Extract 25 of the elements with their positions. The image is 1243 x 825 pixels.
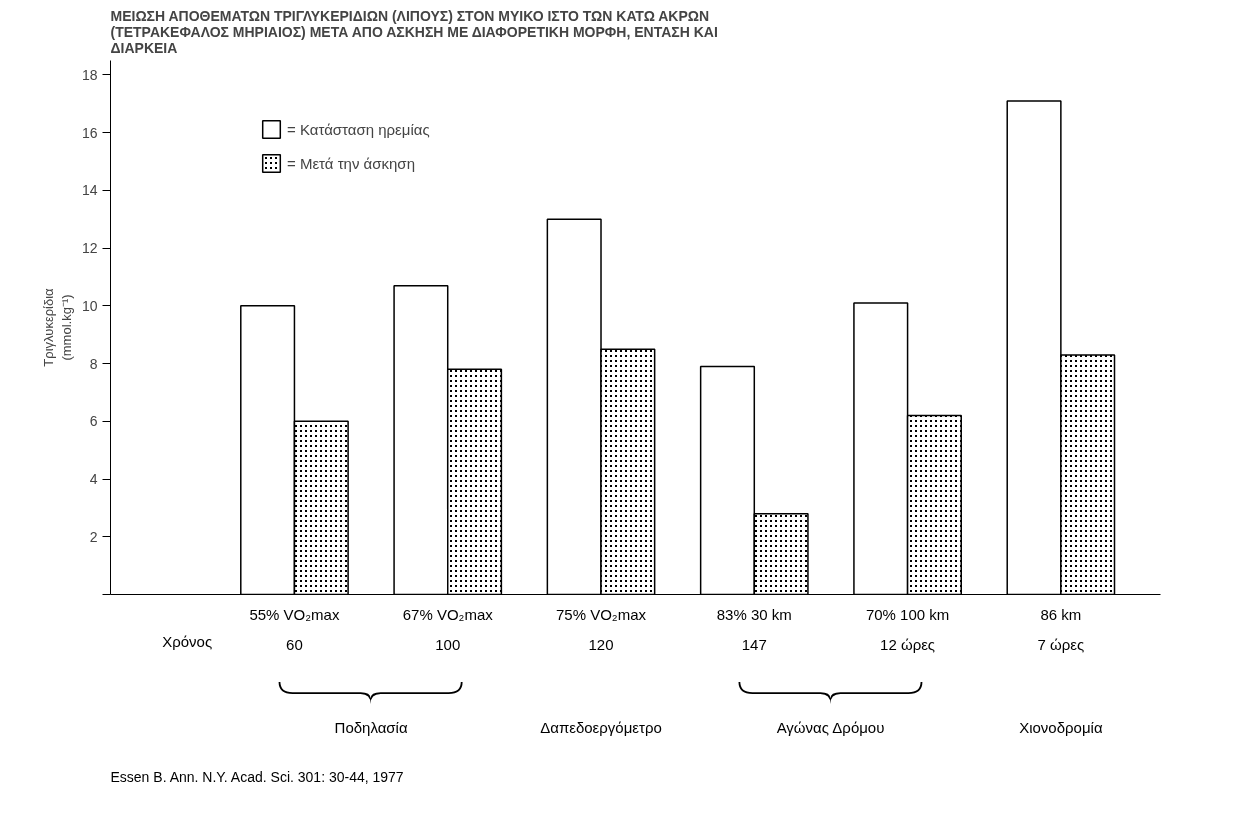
- x-tick-label: 55% VO₂max 60: [249, 605, 340, 654]
- text: Ποδηλασία: [334, 718, 408, 736]
- text: Essen B. Ann. N.Y. Acad. Sci. 301: 30-44, 1977: [110, 768, 404, 785]
- y-tick-label: 16: [81, 124, 98, 141]
- x-tick-label: 75% VO₂max 120: [556, 605, 647, 654]
- legend-label: = Μετά την άσκηση: [287, 154, 415, 172]
- y-tick-label: 8: [89, 355, 98, 372]
- x-tick-label: 67% VO₂max 100: [402, 605, 494, 654]
- y-tick-label: 2: [89, 528, 98, 545]
- x-tick-label: 86 km 7 ώρες: [1037, 605, 1085, 654]
- y-axis-title: Τριγλυκερίδια (mmol.kg⁻¹): [40, 287, 74, 367]
- text: Δαπεδοεργόμετρο: [540, 718, 662, 736]
- text: Χρόνος: [162, 632, 213, 650]
- y-tick-label: 10: [81, 297, 98, 314]
- y-tick-label: 6: [89, 413, 98, 430]
- x-tick-label: 70% 100 km 12 ώρες: [865, 605, 950, 654]
- x-tick-label: 83% 30 km 147: [716, 605, 792, 654]
- y-tick-label: 12: [81, 240, 98, 257]
- text: Αγώνας Δρόμου: [776, 718, 885, 736]
- y-tick-label: 4: [89, 471, 98, 488]
- y-tick-label: 14: [81, 182, 98, 199]
- y-tick-label: 18: [81, 66, 98, 83]
- legend-label: = Κατάσταση ηρεμίας: [287, 120, 430, 138]
- text: Χιονοδρομία: [1019, 718, 1103, 736]
- chart-title: ΜΕΙΩΣΗ ΑΠΟΘΕΜΑΤΩΝ ΤΡΙΓΛΥΚΕΡΙΔΙΩΝ (ΛΙΠΟΥΣ) ΣΤΟΝ ΜΥΙΚΟ ΙΣΤΟ ΤΩΝ ΚΑΤΩ ΑΚΡΩΝ (ΤΕΤΡΑΚΕΦΑΛΟΣ ΜΗΡΙΑΙΟΣ) ΜΕΤΑ ΑΠΟ ΑΣΚΗΣΗ ΜΕ ΔΙΑΦΟΡΕΤΙΚΗ ΜΟΡΦΗ, ΕΝΤΑΣΗ ΚΑΙ ΔΙΑΡΚΕΙΑ: [110, 7, 718, 56]
